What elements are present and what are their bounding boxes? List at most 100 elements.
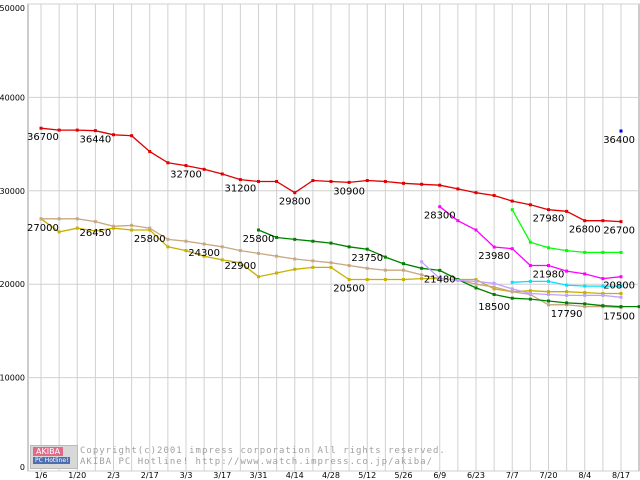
data-point [547,292,550,296]
x-tick-label: 8/4 [578,471,591,480]
copyright-line-2: AKIBA PC Hotline! http://www.watch.impre… [80,457,434,467]
data-point [510,208,514,212]
data-label: 31200 [224,184,256,195]
y-tick-label: 30000 [0,187,25,196]
data-point [148,226,152,230]
data-point [528,240,532,244]
x-tick-label: 2/17 [141,471,159,480]
data-label: 29800 [279,197,311,208]
data-point [166,237,170,241]
data-point [547,264,550,268]
data-label: 27000 [27,223,59,234]
data-point [293,257,297,261]
data-point [347,264,351,268]
data-point [438,183,442,187]
data-point [365,179,369,183]
data-point [583,291,587,295]
data-label: 26700 [603,226,635,237]
data-point [329,179,333,183]
x-tick-label: 3/3 [180,471,193,480]
data-point [402,262,405,266]
data-point [528,279,532,283]
data-point [474,279,478,283]
data-point [601,250,605,254]
data-point [329,265,333,269]
data-point [347,180,351,184]
data-point [275,179,279,183]
data-point [202,254,206,258]
x-tick-label: 7/20 [540,471,558,480]
data-point [583,219,587,223]
y-axis: 0 10000 20000 30000 40000 50000 [0,4,25,472]
data-point [528,297,532,301]
data-point [547,299,550,303]
data-point [528,292,532,296]
data-label: 17790 [551,309,583,320]
data-point [57,217,61,221]
data-point [565,301,569,305]
data-point [57,230,61,234]
data-point [565,249,569,253]
data-point [583,272,587,276]
data-point [492,285,496,289]
y-tick-label: 10000 [0,374,25,383]
x-tick-label: 4/28 [322,471,340,480]
data-point [130,223,134,227]
data-point [257,251,260,255]
x-tick-label: 8/17 [612,471,630,480]
data-point [528,203,532,207]
copyright-notice: Copyright(c)2001 impress corporation All… [80,446,446,468]
data-point [474,228,478,232]
data-point [583,302,587,306]
data-label: 18500 [478,302,510,313]
data-point [365,266,369,270]
data-point [492,281,496,285]
data-point [184,164,188,168]
data-point [474,286,478,290]
data-label: 27980 [533,214,565,225]
data-point [456,219,460,223]
data-labels: 36700 36440 32700 31200 29800 30900 28300 27980… [27,132,635,322]
data-point [438,268,442,272]
data-point [75,128,79,132]
data-point [57,128,61,132]
data-point [93,220,97,224]
data-label: 22900 [224,261,256,272]
data-label: 20800 [603,281,635,292]
x-tick-label: 1/20 [68,471,86,480]
data-point [148,228,152,232]
data-point [311,239,315,243]
data-point [547,290,550,294]
data-point [438,277,442,281]
data-point [492,287,496,291]
data-point [510,290,514,294]
data-label: 32700 [170,170,202,181]
x-tick-label: 5/26 [395,471,413,480]
data-point [637,305,640,309]
x-tick-label: 2/3 [107,471,120,480]
data-point [75,226,79,230]
data-point [547,303,550,307]
data-point [619,129,623,133]
data-point [383,268,387,272]
data-point [619,295,623,299]
data-label: 24300 [188,248,220,259]
data-point [583,284,587,288]
data-point [347,245,351,249]
data-point [39,217,43,221]
data-point [93,129,97,133]
y-tick-label: 0 [20,463,25,472]
data-point [220,245,224,249]
data-point [311,179,315,183]
data-point [293,191,297,195]
data-label: 25800 [134,234,166,245]
data-label: 17500 [603,312,635,323]
data-label: 28300 [424,211,456,222]
x-tick-label: 1/6 [35,471,48,480]
data-point [565,209,569,213]
x-tick-label: 6/23 [467,471,485,480]
data-point [565,293,569,297]
data-point [420,266,424,270]
data-label: 20500 [333,284,365,295]
